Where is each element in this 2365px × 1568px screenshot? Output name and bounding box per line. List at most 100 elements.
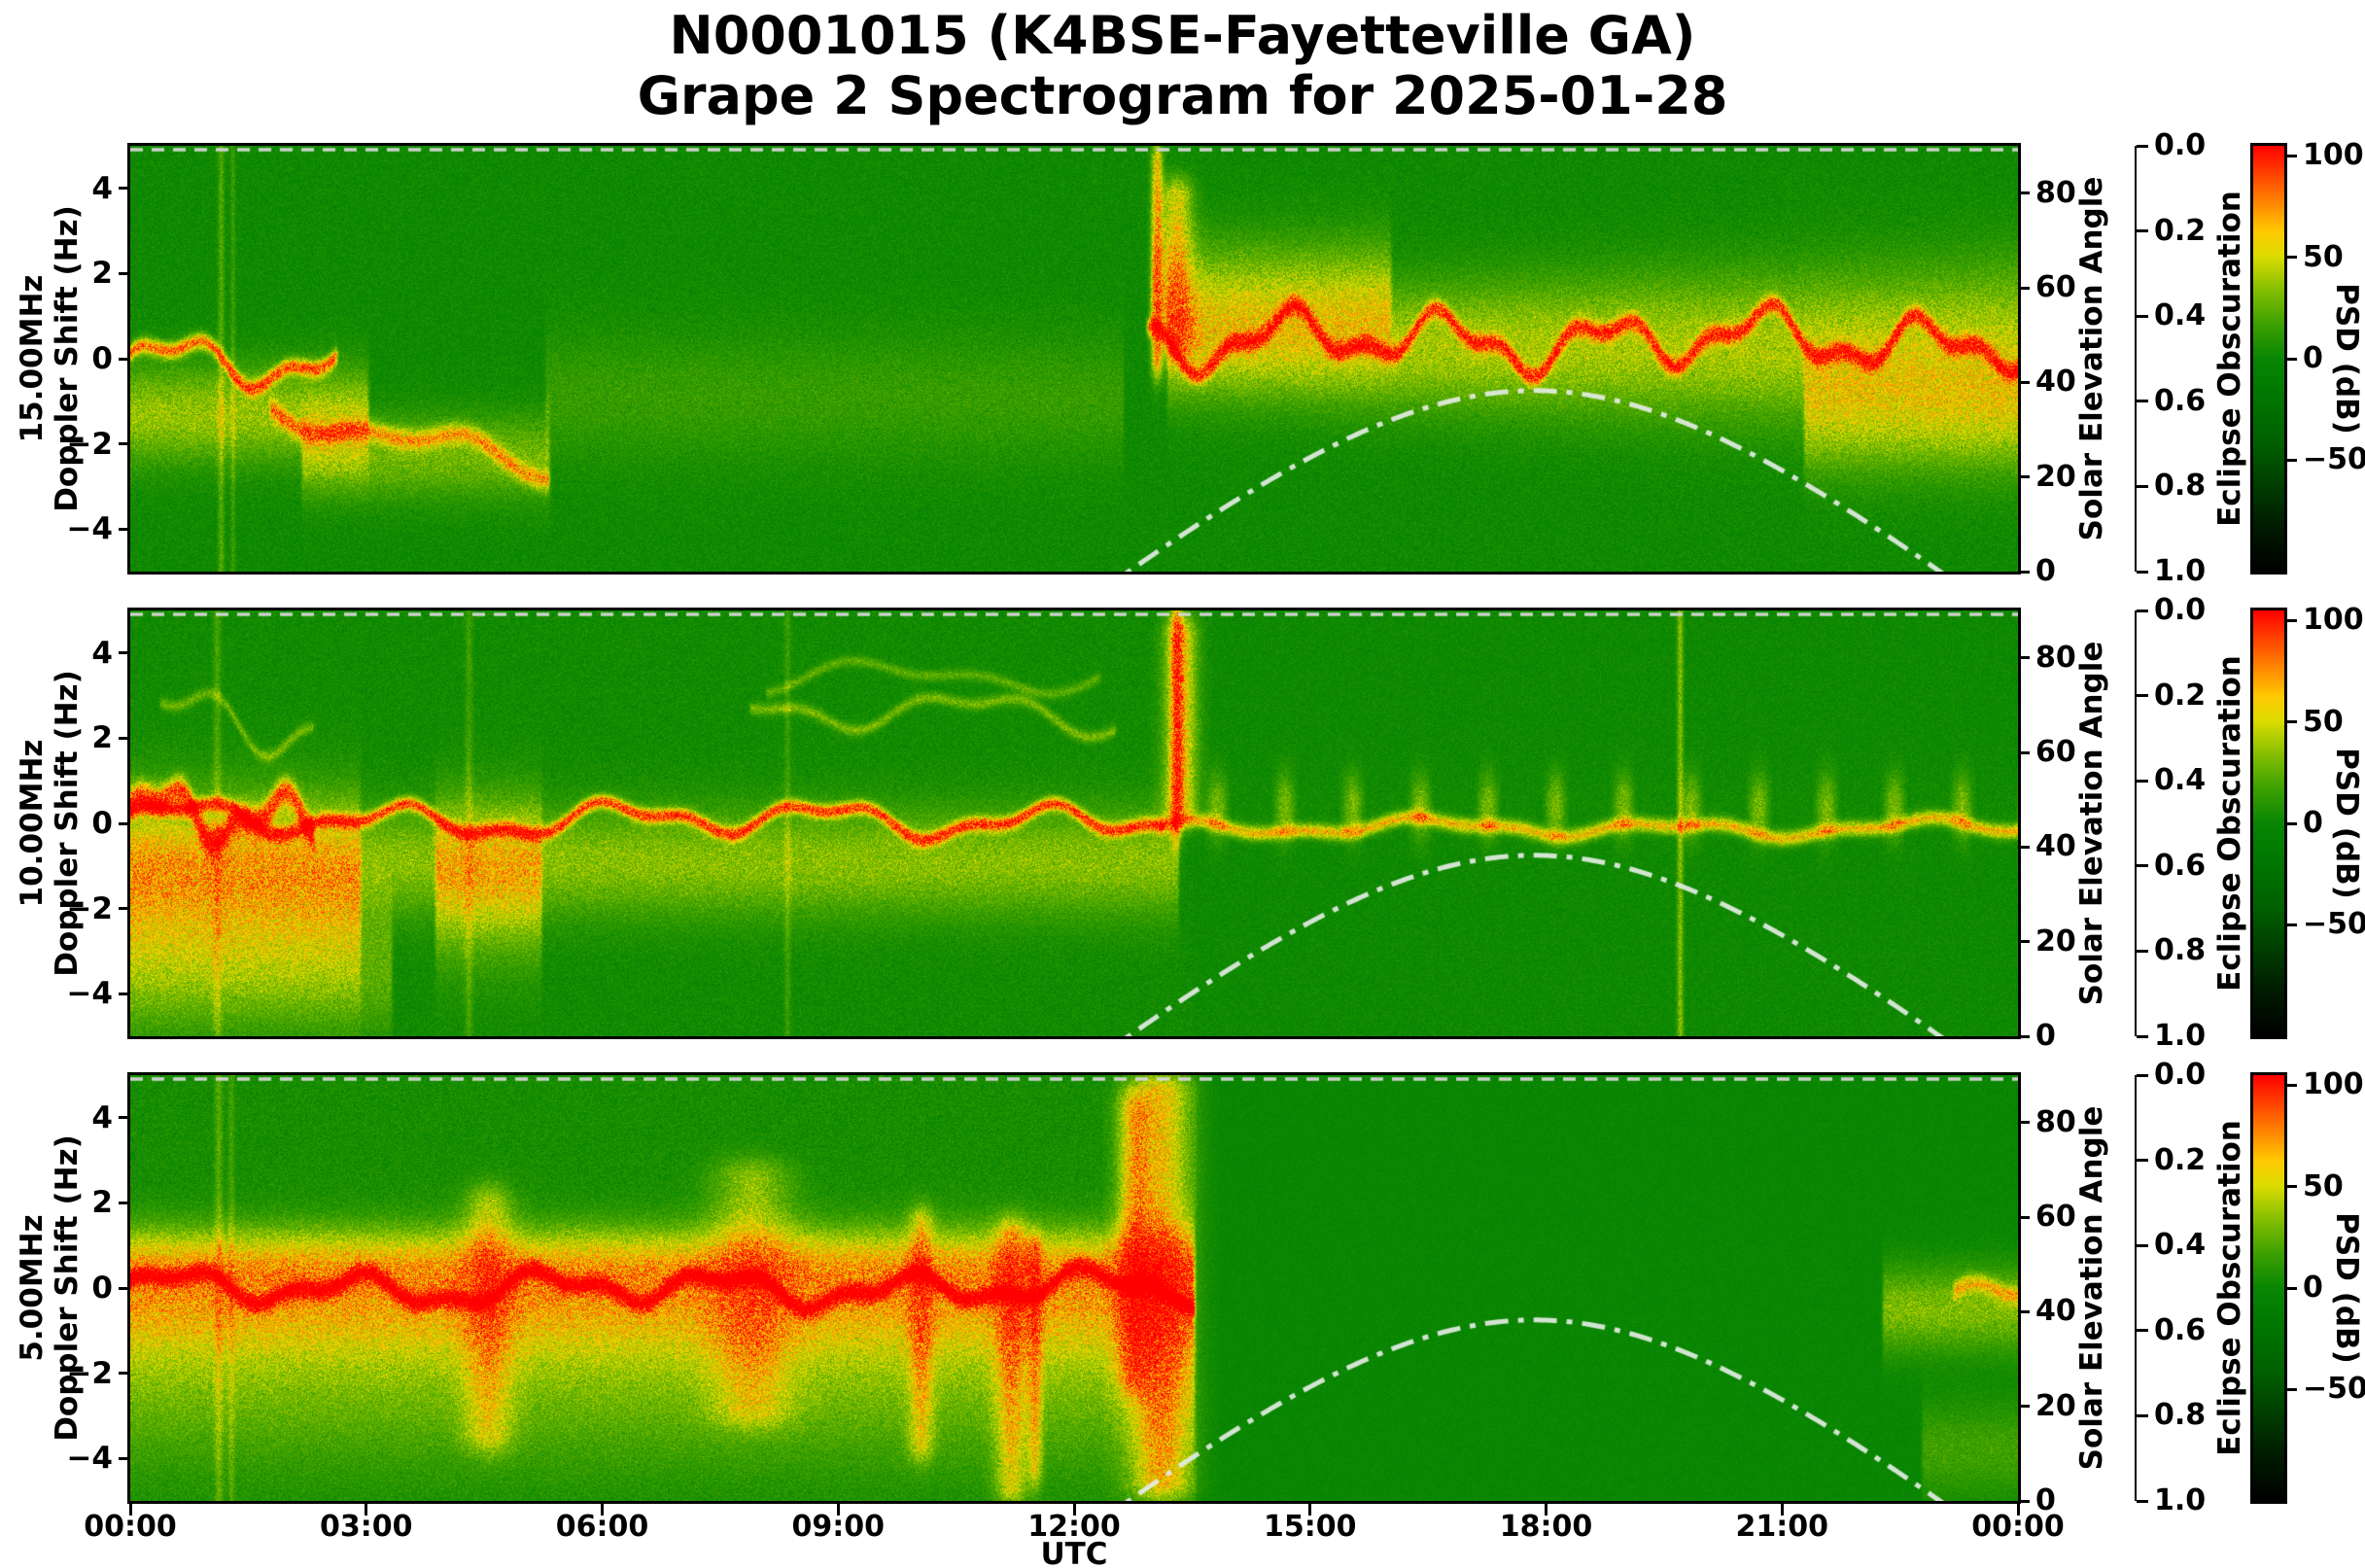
solar-axis-tick-label: 40 <box>2035 365 2076 400</box>
eclipse-axis-tick-mark <box>2137 1034 2148 1038</box>
colorbar-label: PSD (dB) <box>2329 748 2364 899</box>
doppler-tick-mark <box>119 1372 130 1376</box>
eclipse-axis-tick-mark <box>2137 609 2148 612</box>
eclipse-axis-label: Eclipse Obscuration <box>2212 655 2247 992</box>
colorbar-tick-label: 0 <box>2303 1271 2323 1305</box>
eclipse-axis-tick-label: 0.6 <box>2154 848 2207 883</box>
eclipse-axis-tick-label: 0.2 <box>2154 213 2207 248</box>
eclipse-axis-tick-mark <box>2137 949 2148 953</box>
figure-title: N0001015 (K4BSE-Fayetteville GA) Grape 2… <box>0 6 2365 126</box>
eclipse-axis-tick-label: 0.2 <box>2154 1142 2207 1177</box>
eclipse-axis-label: Eclipse Obscuration <box>2212 1120 2247 1456</box>
x-axis-tick-mark <box>2016 1504 2020 1516</box>
colorbar-tick-label: 50 <box>2303 704 2344 739</box>
eclipse-axis-tick-mark <box>2137 694 2148 698</box>
eclipse-axis-tick-mark <box>2137 229 2148 233</box>
doppler-tick-mark <box>119 651 130 655</box>
doppler-tick-mark <box>119 271 130 275</box>
doppler-tick-mark <box>119 442 130 446</box>
colorbar-label: PSD (dB) <box>2329 1212 2364 1364</box>
colorbar-5mhz <box>2250 1072 2287 1504</box>
eclipse-axis-tick-label: 0.0 <box>2154 1058 2207 1092</box>
x-axis-tick-label: 09:00 <box>791 1510 886 1544</box>
doppler-tick-mark <box>119 1286 130 1290</box>
spectrogram-canvas-5mhz <box>127 1072 2021 1504</box>
solar-axis-tick-label: 80 <box>2035 640 2076 675</box>
eclipse-axis-tick-mark <box>2137 484 2148 488</box>
solar-axis-tick-mark <box>2018 1215 2030 1219</box>
colorbar-tick-mark <box>2287 923 2297 926</box>
eclipse-axis-tick-label: 0.2 <box>2154 678 2207 713</box>
solar-axis-tick-mark <box>2018 286 2030 290</box>
doppler-tick-mark <box>119 1456 130 1460</box>
x-axis-tick-mark <box>1072 1504 1076 1516</box>
x-axis-tick-label: 00:00 <box>84 1510 177 1544</box>
doppler-tick-label: 0 <box>91 806 113 841</box>
colorbar-10mhz <box>2250 608 2287 1039</box>
solar-axis-tick-label: 60 <box>2035 1200 2076 1234</box>
doppler-tick-label: −4 <box>66 1441 113 1477</box>
solar-axis-tick-label: 20 <box>2035 923 2076 958</box>
eclipse-axis-tick-label: 1.0 <box>2154 1019 2207 1053</box>
solar-axis-label: Solar Elevation Angle <box>2074 641 2109 1006</box>
eclipse-axis-tick-label: 0.4 <box>2154 1228 2207 1263</box>
colorbar-label: PSD (dB) <box>2329 283 2364 435</box>
solar-axis-tick-label: 60 <box>2035 270 2076 304</box>
x-axis-tick-label: 15:00 <box>1264 1510 1357 1544</box>
x-axis-tick-mark <box>1545 1504 1548 1516</box>
eclipse-axis-spine <box>2135 610 2137 1036</box>
eclipse-axis-tick-mark <box>2137 144 2148 148</box>
solar-axis-tick-label: 0 <box>2035 1483 2056 1517</box>
colorbar-tick-mark <box>2287 357 2297 361</box>
solar-axis-tick-label: 40 <box>2035 829 2076 864</box>
x-axis-tick-mark <box>1308 1504 1312 1516</box>
solar-axis-tick-mark <box>2018 1309 2030 1313</box>
figure-title-line2: Grape 2 Spectrogram for 2025-01-28 <box>637 65 1728 126</box>
colorbar-tick-label: 100 <box>2303 1067 2364 1102</box>
x-axis-tick-mark <box>365 1504 368 1516</box>
solar-axis-tick-label: 0 <box>2035 1019 2056 1053</box>
x-axis-tick-mark <box>601 1504 604 1516</box>
doppler-tick-label: 2 <box>91 256 113 292</box>
doppler-tick-label: 4 <box>91 170 113 206</box>
doppler-tick-label: −4 <box>66 976 113 1012</box>
solar-axis-tick-mark <box>2018 1499 2030 1503</box>
doppler-tick-mark <box>119 821 130 825</box>
colorbar-tick-mark <box>2287 821 2297 825</box>
eclipse-axis-tick-label: 0.0 <box>2154 128 2207 162</box>
eclipse-axis-tick-mark <box>2137 570 2148 574</box>
eclipse-axis-tick-label: 0.8 <box>2154 933 2207 968</box>
colorbar-tick-label: −50 <box>2303 442 2365 477</box>
solar-axis-tick-label: 60 <box>2035 735 2076 769</box>
solar-axis-tick-mark <box>2018 1121 2030 1125</box>
eclipse-axis-tick-mark <box>2137 779 2148 783</box>
x-axis-tick-mark <box>128 1504 132 1516</box>
solar-axis-tick-mark <box>2018 475 2030 479</box>
doppler-tick-mark <box>119 1201 130 1204</box>
colorbar-tick-mark <box>2287 618 2297 622</box>
eclipse-axis-tick-label: 0.8 <box>2154 469 2207 504</box>
eclipse-axis-tick-mark <box>2137 1413 2148 1417</box>
eclipse-axis-tick-label: 0.6 <box>2154 383 2207 418</box>
solar-axis-tick-mark <box>2018 192 2030 195</box>
doppler-tick-label: 2 <box>91 1185 113 1221</box>
solar-axis-tick-mark <box>2018 750 2030 754</box>
doppler-tick-mark <box>119 357 130 361</box>
doppler-tick-mark <box>119 187 130 191</box>
colorbar-tick-label: −50 <box>2303 907 2365 942</box>
doppler-tick-label: −2 <box>66 1355 113 1391</box>
x-axis-tick-mark <box>836 1504 840 1516</box>
colorbar-tick-mark <box>2287 1387 2297 1391</box>
colorbar-tick-label: 100 <box>2303 603 2364 638</box>
eclipse-axis-spine <box>2135 146 2137 572</box>
figure-title-line1: N0001015 (K4BSE-Fayetteville GA) <box>669 5 1696 66</box>
eclipse-axis-label: Eclipse Obscuration <box>2212 191 2247 527</box>
doppler-tick-label: 2 <box>91 720 113 756</box>
doppler-tick-mark <box>119 992 130 995</box>
solar-axis-tick-mark <box>2018 656 2030 660</box>
solar-axis-label: Solar Elevation Angle <box>2074 176 2109 541</box>
doppler-tick-label: 4 <box>91 1099 113 1135</box>
solar-axis-tick-mark <box>2018 1405 2030 1409</box>
colorbar-tick-label: 50 <box>2303 239 2344 274</box>
solar-axis-tick-label: 40 <box>2035 1294 2076 1329</box>
